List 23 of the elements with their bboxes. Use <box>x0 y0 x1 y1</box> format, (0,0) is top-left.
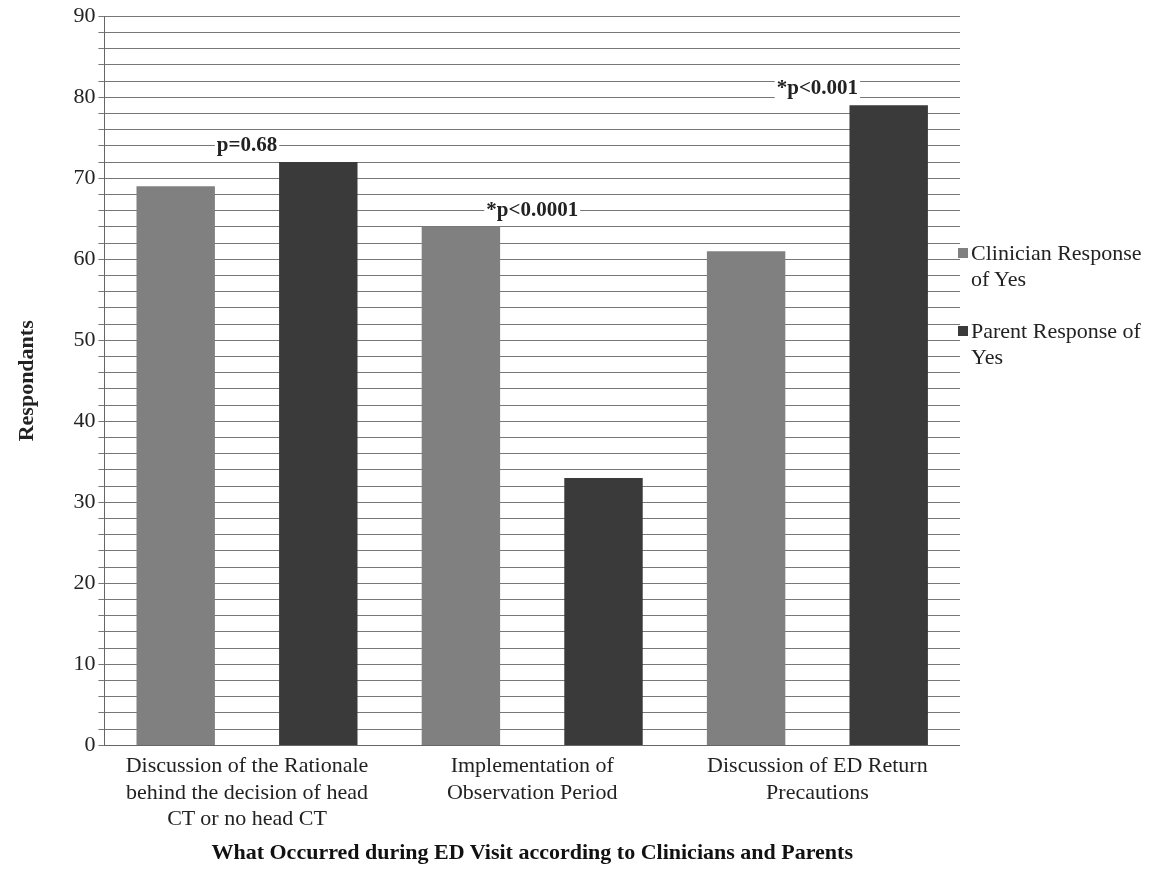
legend-label: Clinician Response of Yes <box>971 240 1143 292</box>
y-tick-label: 20 <box>73 569 96 595</box>
y-axis-title: Respondants <box>12 319 38 442</box>
y-tick-label: 40 <box>73 407 96 433</box>
annotation: *p<0.001 <box>776 75 859 100</box>
x-tick-label: Discussion of ED Return Precautions <box>707 752 928 804</box>
y-tick-label: 60 <box>73 245 96 271</box>
x-axis-title: What Occurred during ED Visit according to Clinicians and Parents <box>211 839 854 865</box>
x-tick-label: Implementation of Observation Period <box>446 752 618 804</box>
legend-label: Parent Response of Yes <box>971 318 1142 370</box>
y-tick-label: 70 <box>73 164 96 190</box>
bar <box>849 105 928 745</box>
annotation: *p<0.0001 <box>486 196 579 221</box>
y-tick-label: 90 <box>73 1 96 27</box>
y-tick-label: 0 <box>84 731 96 757</box>
x-tick-label: Discussion of the Rationale behind the decision of head CT or no head CT <box>125 752 369 831</box>
bar <box>564 478 643 745</box>
y-tick-label: 50 <box>73 326 96 352</box>
y-tick-label: 10 <box>73 650 96 676</box>
y-tick-label: 80 <box>73 83 96 108</box>
bar <box>279 162 358 745</box>
y-tick-label: 30 <box>73 488 96 514</box>
annotation: p=0.68 <box>216 131 278 156</box>
